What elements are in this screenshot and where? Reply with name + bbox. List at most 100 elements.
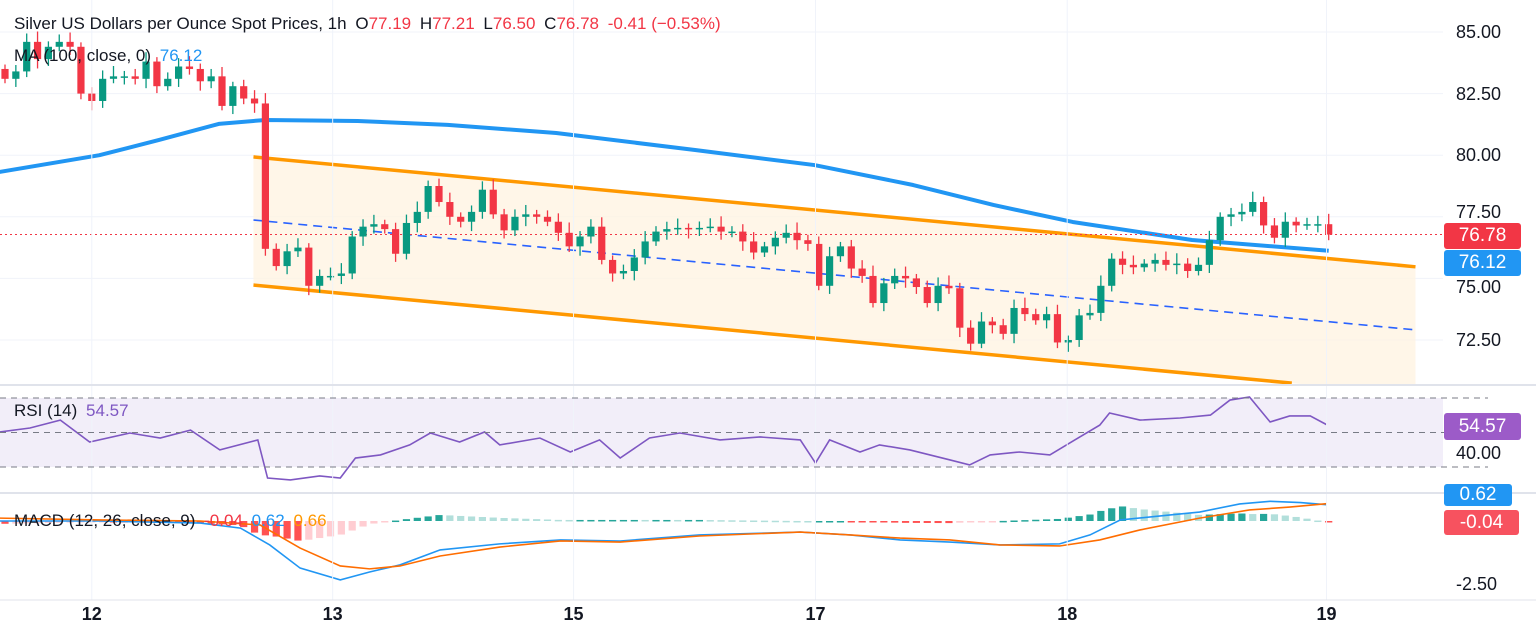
candle xyxy=(652,226,660,246)
macd-histogram-bar xyxy=(1173,512,1181,521)
candle-body xyxy=(1249,202,1257,212)
ma-label: MA (100, close, 0) xyxy=(14,46,152,65)
candle-body xyxy=(923,287,931,304)
candle xyxy=(977,312,986,349)
candle-body xyxy=(619,271,628,274)
candle xyxy=(153,57,161,94)
candle-body xyxy=(457,216,465,222)
candle xyxy=(1314,215,1322,233)
ma-legend[interactable]: MA (100, close, 0) 76.12 xyxy=(14,46,206,66)
candle-body xyxy=(1032,314,1040,321)
macd-histogram-bar xyxy=(12,521,20,524)
candle xyxy=(836,241,845,262)
macd-histogram-bar xyxy=(619,519,628,522)
candle-body xyxy=(337,273,345,276)
candle-body xyxy=(196,68,204,82)
candle-body xyxy=(684,227,693,230)
candle xyxy=(815,236,823,291)
macd-histogram-bar xyxy=(424,516,432,521)
candle-body xyxy=(1292,221,1300,226)
candle-body xyxy=(99,78,107,101)
price-axis-tick: 75.00 xyxy=(1456,277,1502,297)
candle-body xyxy=(77,46,85,94)
candle xyxy=(261,93,269,256)
candle xyxy=(728,226,736,238)
candle xyxy=(1260,196,1268,234)
macd-histogram-bar xyxy=(66,521,74,523)
candle-body xyxy=(44,46,52,60)
macd-histogram-bar xyxy=(554,519,562,522)
rsi-legend[interactable]: RSI (14) 54.57 xyxy=(14,401,133,421)
candle xyxy=(12,65,20,87)
candle-body xyxy=(999,325,1007,334)
candle xyxy=(326,267,335,281)
macd-histogram-bar xyxy=(609,519,617,522)
candle xyxy=(120,70,128,85)
candle-body xyxy=(446,202,454,217)
macd-histogram-bar xyxy=(1314,520,1322,523)
time-axis-tick: 12 xyxy=(81,604,102,624)
candle-body xyxy=(250,98,259,104)
candle-body xyxy=(587,226,595,237)
macd-signal-value: 0.66 xyxy=(293,511,327,530)
macd-legend[interactable]: MACD (12, 26, close, 9) -0.04 0.62 0.66 xyxy=(14,511,331,531)
candle-body xyxy=(1118,258,1127,265)
candle xyxy=(695,221,703,237)
time-axis-tick: 13 xyxy=(322,604,343,624)
candle xyxy=(489,179,497,219)
candle-body xyxy=(424,186,432,212)
candle-body xyxy=(782,232,790,238)
candle-body xyxy=(771,237,779,247)
macd-histogram-bar xyxy=(250,521,259,533)
candle xyxy=(402,214,411,260)
candle-body xyxy=(934,285,942,304)
candle xyxy=(164,72,172,91)
macd-histogram-bar xyxy=(185,521,194,523)
macd-histogram-bar xyxy=(55,521,63,523)
candle xyxy=(218,66,226,111)
candle-body xyxy=(1053,314,1062,343)
macd-histogram-bar xyxy=(695,519,703,522)
candle xyxy=(771,231,779,255)
candle-body xyxy=(739,231,747,242)
candle xyxy=(66,32,74,55)
candle-body xyxy=(652,231,660,242)
rsi-value: 54.57 xyxy=(86,401,129,420)
macd-axis-tick: -2.50 xyxy=(1456,574,1498,594)
macd-histogram-bar xyxy=(1086,514,1094,521)
candle-body xyxy=(598,226,606,260)
candle xyxy=(999,318,1007,340)
ohlc-low-value: 76.50 xyxy=(492,14,536,33)
macd-histogram-bar xyxy=(283,521,291,539)
candle-body xyxy=(12,71,20,79)
candle-body xyxy=(402,222,411,254)
candle-body xyxy=(988,321,996,326)
candle-body xyxy=(1281,221,1289,238)
macd-histogram-bar xyxy=(522,518,530,521)
macd-histogram-bar xyxy=(771,520,779,523)
candle-body xyxy=(142,61,150,79)
candle-body xyxy=(370,224,378,227)
macd-hist-tag: -0.04 xyxy=(1444,510,1519,535)
macd-histogram-bar xyxy=(826,521,834,523)
candle-body xyxy=(1194,264,1203,272)
candle xyxy=(1238,203,1246,222)
candle xyxy=(1129,255,1137,275)
candle xyxy=(109,66,118,84)
candle-body xyxy=(815,243,823,286)
candle xyxy=(533,209,541,224)
price-axis-tick: 80.00 xyxy=(1456,145,1502,166)
candle xyxy=(359,219,367,246)
candle xyxy=(23,33,31,78)
macd-histogram-bar xyxy=(23,521,31,524)
candle xyxy=(1,64,9,84)
candle-body xyxy=(1010,307,1018,334)
macd-histogram-bar xyxy=(1064,517,1072,521)
macd-histogram-bar xyxy=(576,519,584,522)
candle-body xyxy=(348,236,356,274)
candle-body xyxy=(717,226,725,232)
ohlc-close-label: C xyxy=(544,14,557,33)
candle xyxy=(847,239,855,278)
macd-histogram-bar xyxy=(392,520,400,523)
